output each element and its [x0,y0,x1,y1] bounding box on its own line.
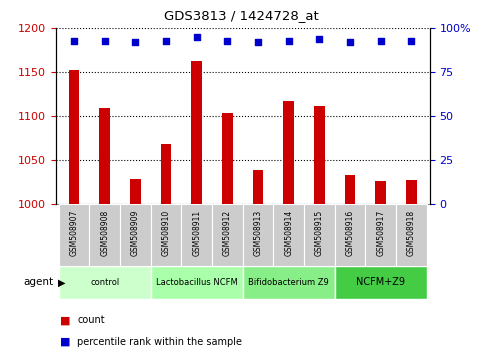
Bar [151,204,181,266]
Point [70,38,78,44]
Bar [120,204,151,266]
Text: agent: agent [23,277,53,287]
Point [101,38,109,44]
Text: GDS3813 / 1424728_at: GDS3813 / 1424728_at [164,9,319,22]
Point [346,40,354,45]
Text: GSM508912: GSM508912 [223,210,232,256]
Text: GSM508918: GSM508918 [407,210,416,256]
Text: percentile rank within the sample: percentile rank within the sample [77,337,242,347]
Point [408,38,415,44]
Text: GSM508913: GSM508913 [254,210,263,256]
Bar [345,175,355,204]
Point [193,34,200,40]
Bar [396,204,427,266]
Text: control: control [90,278,119,287]
Bar [181,204,212,266]
Text: GSM508908: GSM508908 [100,210,109,256]
Text: Bifidobacterium Z9: Bifidobacterium Z9 [248,278,329,287]
Bar [69,70,79,204]
Text: ■: ■ [60,337,71,347]
Bar [273,204,304,266]
Bar [99,108,110,204]
Bar [253,170,263,204]
Bar [191,61,202,204]
Text: GSM508915: GSM508915 [315,210,324,256]
Text: GSM508909: GSM508909 [131,210,140,257]
Bar [151,266,243,299]
Bar [130,179,141,204]
Point [285,38,293,44]
Text: GSM508914: GSM508914 [284,210,293,256]
Text: Lactobacillus NCFM: Lactobacillus NCFM [156,278,238,287]
Bar [58,266,151,299]
Bar [161,144,171,204]
Bar [243,266,335,299]
Bar [284,101,294,204]
Bar [366,204,396,266]
Text: GSM508910: GSM508910 [161,210,170,256]
Bar [89,204,120,266]
Bar [222,113,233,204]
Bar [212,204,243,266]
Bar [304,204,335,266]
Text: GSM508907: GSM508907 [70,210,78,257]
Text: ▶: ▶ [58,277,66,287]
Text: count: count [77,315,105,325]
Text: GSM508917: GSM508917 [376,210,385,256]
Text: GSM508916: GSM508916 [346,210,355,256]
Bar [335,204,366,266]
Point [377,38,384,44]
Bar [314,106,325,204]
Point [131,40,139,45]
Bar [335,266,427,299]
Bar [406,180,417,204]
Text: ■: ■ [60,315,71,325]
Text: GSM508911: GSM508911 [192,210,201,256]
Point [315,36,323,42]
Bar [58,204,89,266]
Point [162,38,170,44]
Bar [375,181,386,204]
Point [254,40,262,45]
Bar [243,204,273,266]
Text: NCFM+Z9: NCFM+Z9 [356,277,405,287]
Point [224,38,231,44]
